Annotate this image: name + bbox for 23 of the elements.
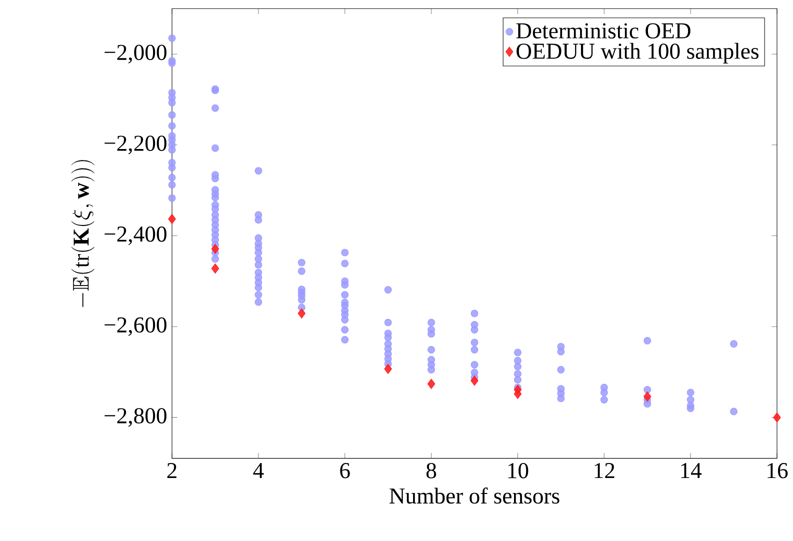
point	[514, 388, 522, 399]
x-tick-label: 10	[508, 463, 528, 478]
y-tick-label: −2,400	[104, 226, 166, 246]
x-tick-label: 14	[681, 463, 702, 478]
point	[168, 214, 176, 224]
x-tick-label: 2	[167, 463, 176, 478]
point	[643, 391, 652, 402]
y-tick-label: −2,600	[104, 317, 166, 336]
x-tick-label: 16	[768, 463, 788, 478]
y-tick-label: −2,200	[104, 136, 166, 154]
point	[427, 378, 436, 389]
x-tick-label: 6	[340, 463, 350, 478]
legend-label: Deterministic OED	[516, 23, 690, 38]
x-tick-label: 8	[426, 463, 436, 478]
y-tick-label: −2,800	[104, 408, 166, 427]
x-tick-label: 12	[594, 463, 614, 478]
x-tick-label: 4	[253, 463, 264, 478]
point	[773, 412, 781, 423]
x-axis-title: Number of sensors	[390, 487, 560, 504]
y-axis-title: $-\mathbb{E}(\mathrm{tr}(\mathbf{K}(\xi,\mathbf{w})))$	[71, 160, 94, 308]
point	[211, 263, 220, 274]
legend-label: OEDUU with 100 samples	[516, 42, 758, 64]
y-tick-label: −2,000	[104, 44, 166, 64]
